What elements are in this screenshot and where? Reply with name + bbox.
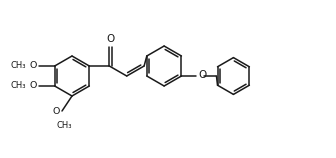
Text: CH₃: CH₃ — [10, 80, 26, 89]
Text: CH₃: CH₃ — [10, 61, 26, 70]
Text: CH₃: CH₃ — [56, 121, 72, 130]
Text: O: O — [29, 80, 37, 89]
Text: O: O — [106, 34, 115, 44]
Text: O: O — [53, 107, 60, 116]
Text: O: O — [29, 61, 37, 70]
Text: O: O — [199, 70, 207, 80]
